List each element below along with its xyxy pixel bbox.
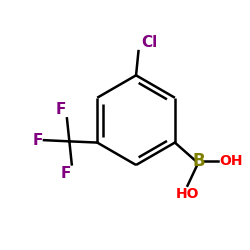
Text: HO: HO — [176, 187, 199, 201]
Text: OH: OH — [219, 154, 242, 168]
Text: F: F — [60, 166, 70, 180]
Text: Cl: Cl — [141, 35, 157, 50]
Text: B: B — [192, 152, 205, 170]
Text: F: F — [32, 133, 43, 148]
Text: F: F — [55, 102, 66, 117]
